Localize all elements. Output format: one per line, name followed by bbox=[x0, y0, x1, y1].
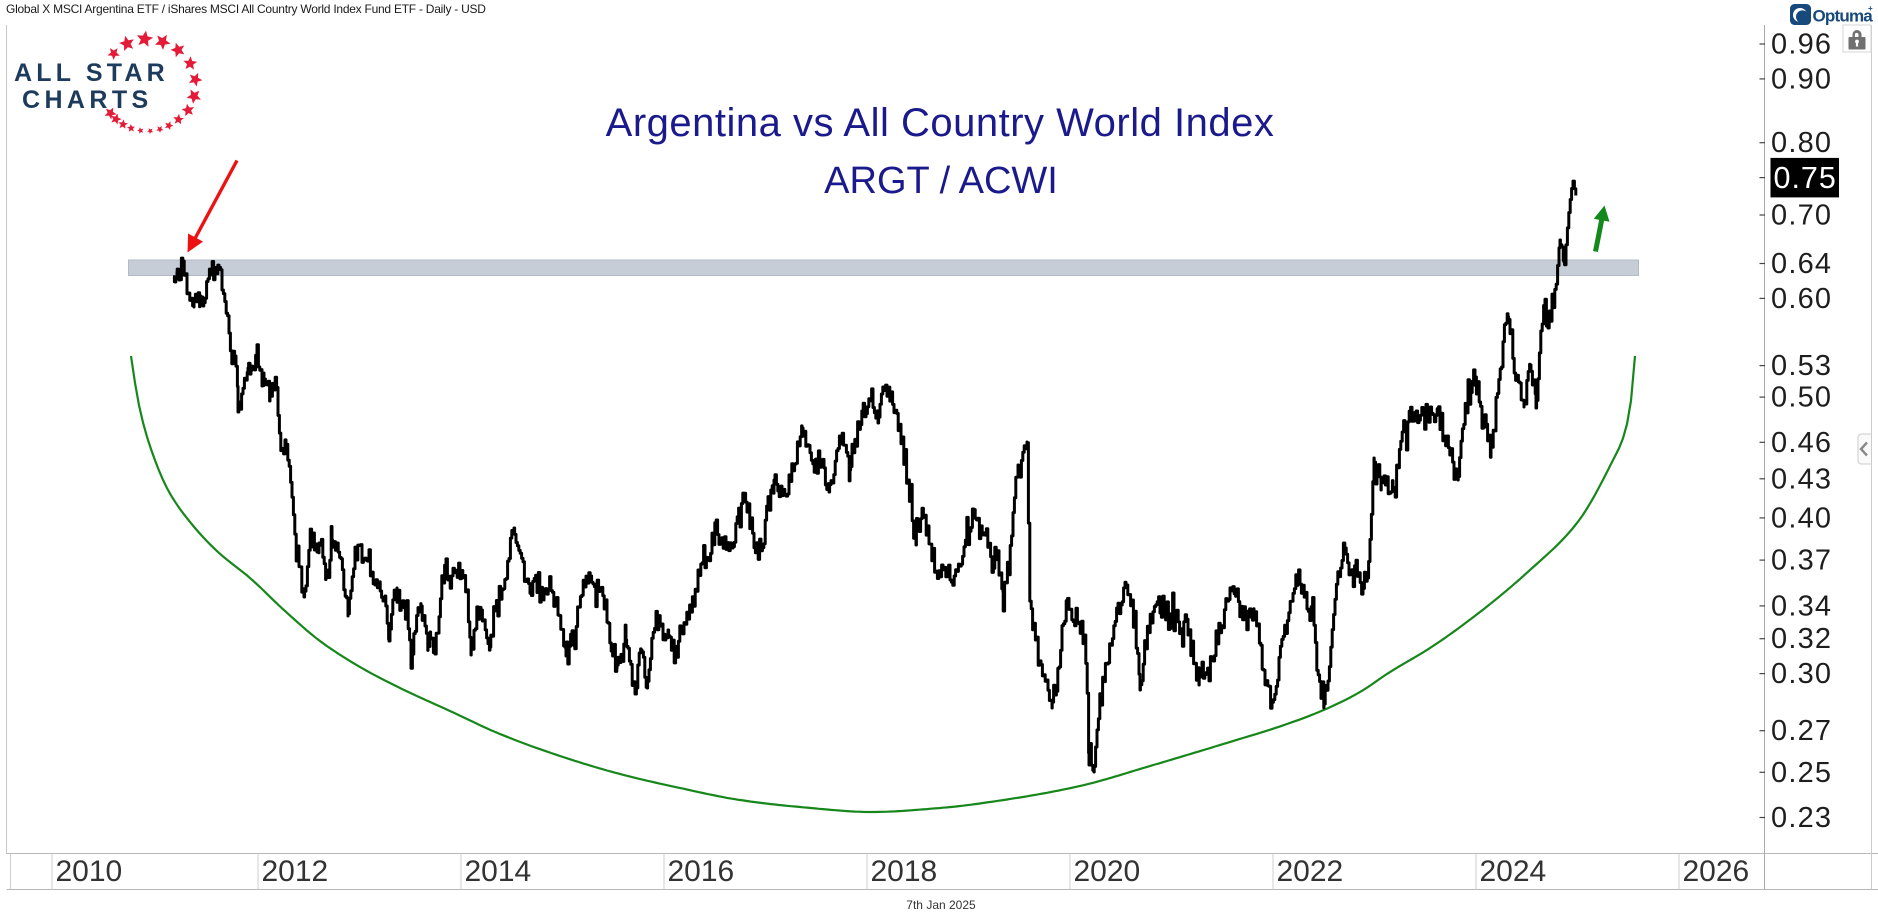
svg-text:2024: 2024 bbox=[1480, 855, 1547, 888]
svg-text:2010: 2010 bbox=[56, 855, 123, 888]
svg-text:0.90: 0.90 bbox=[1771, 63, 1832, 95]
svg-text:0.43: 0.43 bbox=[1771, 463, 1832, 495]
svg-text:0.60: 0.60 bbox=[1771, 283, 1832, 315]
svg-text:0.80: 0.80 bbox=[1771, 127, 1832, 159]
svg-text:2026: 2026 bbox=[1683, 855, 1750, 888]
svg-text:2018: 2018 bbox=[871, 855, 938, 888]
svg-text:0.64: 0.64 bbox=[1771, 248, 1832, 280]
svg-text:0.70: 0.70 bbox=[1771, 200, 1832, 232]
svg-text:0.53: 0.53 bbox=[1771, 350, 1832, 382]
svg-text:2012: 2012 bbox=[262, 855, 329, 888]
svg-text:0.25: 0.25 bbox=[1771, 757, 1832, 789]
svg-text:2022: 2022 bbox=[1277, 855, 1344, 888]
svg-text:0.40: 0.40 bbox=[1771, 502, 1832, 534]
svg-text:0.32: 0.32 bbox=[1771, 623, 1832, 655]
svg-text:2020: 2020 bbox=[1074, 855, 1141, 888]
svg-text:0.37: 0.37 bbox=[1771, 545, 1832, 577]
svg-text:0.46: 0.46 bbox=[1771, 427, 1832, 459]
svg-text:0.75: 0.75 bbox=[1774, 161, 1837, 195]
svg-text:Optuma: Optuma bbox=[1813, 7, 1874, 26]
svg-text:0.27: 0.27 bbox=[1771, 715, 1832, 747]
svg-text:0.50: 0.50 bbox=[1771, 382, 1832, 414]
svg-text:0.96: 0.96 bbox=[1771, 29, 1832, 61]
svg-text:0.30: 0.30 bbox=[1771, 658, 1832, 690]
svg-text:+: + bbox=[1868, 4, 1873, 13]
svg-text:0.23: 0.23 bbox=[1771, 802, 1832, 834]
svg-text:0.34: 0.34 bbox=[1771, 590, 1832, 622]
svg-text:2016: 2016 bbox=[668, 855, 735, 888]
svg-text:2014: 2014 bbox=[465, 855, 532, 888]
